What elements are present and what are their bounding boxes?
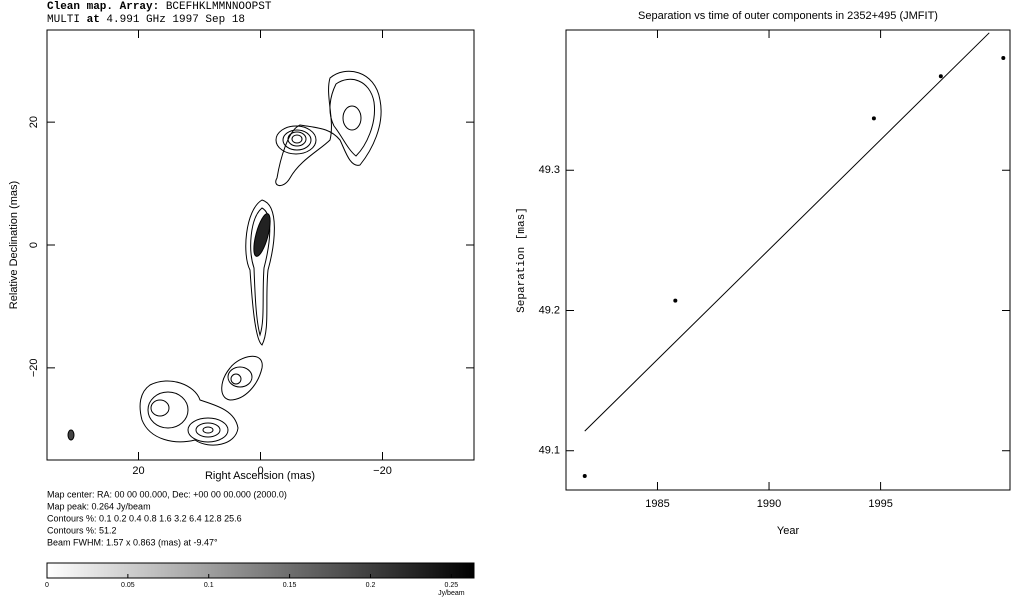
y-tick-label: 49.2 xyxy=(539,304,560,316)
map-title: Clean map. Array: BCEFHKLMMNNOOPST xyxy=(47,1,272,13)
x-axis-label: Right Ascension (mas) xyxy=(205,470,315,482)
contour xyxy=(221,355,263,401)
data-point xyxy=(938,74,943,79)
map-info: Contours %: 0.1 0.2 0.4 0.8 1.6 3.2 6.4 … xyxy=(47,513,242,523)
contour xyxy=(282,129,312,151)
data-point xyxy=(673,298,678,303)
contour xyxy=(245,199,275,346)
contour xyxy=(150,399,170,417)
y-tick-label: −20 xyxy=(28,359,40,378)
y-tick-label: 49.3 xyxy=(539,164,560,176)
contour xyxy=(202,426,214,434)
y-tick-label: 0 xyxy=(28,242,40,248)
contour xyxy=(139,380,239,446)
y-axis-label: Separation [mas] xyxy=(516,207,528,313)
colorbar xyxy=(46,562,475,579)
contour xyxy=(291,134,303,144)
title-part: Clean map. Array: xyxy=(47,1,159,13)
contour xyxy=(250,207,271,337)
title-part: BCEFHKLMMNNOOPST xyxy=(159,1,272,13)
title-part: 4.991 GHz 1997 Sep 18 xyxy=(100,14,245,26)
map-info: Map center: RA: 00 00 00.000, Dec: +00 0… xyxy=(47,489,287,499)
data-point xyxy=(871,116,876,121)
x-tick-label: 20 xyxy=(132,465,144,477)
colorbar-tick-label: 0.2 xyxy=(366,582,376,589)
y-tick-label: 49.1 xyxy=(539,445,560,457)
y-axis-label: Relative Declination (mas) xyxy=(8,181,20,309)
y-tick-label: 20 xyxy=(28,116,40,128)
plot-frame xyxy=(565,29,1011,491)
x-tick-label: 1985 xyxy=(645,498,669,510)
map-title: MULTI at 4.991 GHz 1997 Sep 18 xyxy=(47,14,245,26)
colorbar-tick-label: 0.25 xyxy=(445,582,459,589)
contour xyxy=(227,366,253,388)
contour xyxy=(275,125,317,155)
contour xyxy=(147,391,189,429)
colorbar-unit: Jy/beam xyxy=(438,590,465,597)
contour xyxy=(329,79,375,157)
contour xyxy=(253,213,271,257)
fit-line xyxy=(584,32,990,432)
colorbar-tick-label: 0.05 xyxy=(121,582,135,589)
colorbar-tick-label: 0.15 xyxy=(283,582,297,589)
x-tick-label: 1990 xyxy=(757,498,781,510)
contour xyxy=(287,131,307,147)
colorbar-tick-label: 0 xyxy=(45,582,49,589)
map-info: Beam FWHM: 1.57 x 0.863 (mas) at -9.47° xyxy=(47,537,218,547)
contour xyxy=(275,70,382,186)
map-info: Contours %: 51.2 xyxy=(47,525,117,535)
x-tick-label: 1995 xyxy=(868,498,892,510)
contour xyxy=(187,417,229,443)
title-part: at xyxy=(87,14,100,26)
contour xyxy=(195,422,221,438)
contour xyxy=(342,105,362,131)
x-tick-label: 0 xyxy=(257,465,263,477)
contour xyxy=(230,373,242,385)
colorbar-tick-label: 0.1 xyxy=(204,582,214,589)
chart-title: Separation vs time of outer components i… xyxy=(638,10,938,22)
data-point xyxy=(582,473,587,478)
contours xyxy=(67,70,382,446)
x-tick-label: −20 xyxy=(373,465,392,477)
x-axis-label: Year xyxy=(777,525,800,537)
map-info: Map peak: 0.264 Jy/beam xyxy=(47,501,151,511)
beam xyxy=(67,429,75,441)
data-point xyxy=(1001,56,1006,61)
title-part: MULTI xyxy=(47,14,87,26)
